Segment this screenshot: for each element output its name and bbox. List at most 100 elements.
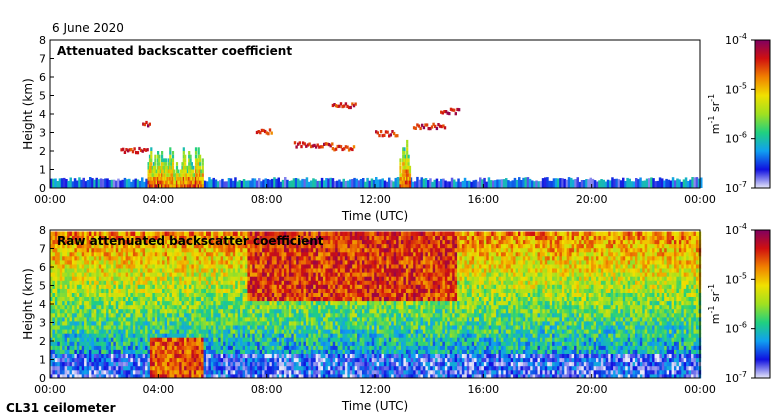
cell-column <box>197 169 200 174</box>
cell-raw <box>86 333 90 338</box>
cell-raw <box>137 243 141 249</box>
cell-raw <box>264 300 268 306</box>
cell-column <box>399 165 402 170</box>
cell-raw <box>313 296 316 302</box>
cell-raw <box>57 231 61 236</box>
cell-raw <box>50 292 53 297</box>
cell-raw <box>89 361 92 367</box>
cell-raw <box>159 231 163 236</box>
cell-raw <box>296 321 299 326</box>
cell-raw <box>259 304 263 310</box>
cell-cloud <box>429 127 432 131</box>
cell-column <box>196 173 199 177</box>
cell-raw <box>318 349 321 354</box>
cell-raw <box>62 349 65 354</box>
cell-raw <box>52 276 56 281</box>
cell-raw <box>62 369 65 375</box>
cell-raw <box>125 373 129 379</box>
cell-raw <box>271 251 275 257</box>
cell-raw <box>201 349 204 354</box>
cell-raw <box>152 276 156 281</box>
cell-bl <box>632 181 636 188</box>
cell-raw <box>179 231 182 236</box>
cell-raw <box>293 304 297 310</box>
cell-raw <box>67 308 70 314</box>
cell-raw <box>59 361 63 367</box>
cell-raw <box>179 260 182 265</box>
cell-raw <box>130 353 134 359</box>
cell-raw <box>103 345 107 350</box>
cell-raw <box>140 357 143 363</box>
cell-raw <box>157 280 160 285</box>
cell-raw <box>162 365 165 371</box>
cell-raw <box>50 243 53 249</box>
cell-raw <box>227 251 231 257</box>
cell-raw <box>57 243 61 249</box>
cell-column <box>188 176 191 181</box>
cell-column <box>399 176 402 181</box>
cell-raw <box>125 316 129 322</box>
cell-raw <box>152 292 156 297</box>
cell-cloud <box>349 147 352 151</box>
cell-raw <box>262 325 265 330</box>
cell-raw <box>213 365 217 371</box>
cell-raw <box>298 276 302 281</box>
cell-raw <box>286 333 290 338</box>
cell-raw <box>196 308 199 314</box>
cell-column <box>182 154 185 159</box>
cell-raw <box>154 369 158 375</box>
cell-raw <box>215 268 219 273</box>
cell-raw <box>76 373 80 379</box>
cell-raw <box>191 288 195 293</box>
cell-column <box>152 169 156 174</box>
cell-raw <box>257 369 260 375</box>
cell-raw <box>210 353 214 359</box>
cell-raw <box>196 260 199 265</box>
cell-raw <box>315 329 319 334</box>
cell-raw <box>145 243 148 249</box>
cell-raw <box>308 280 312 285</box>
cell-raw <box>84 308 87 314</box>
cell-raw <box>276 337 280 342</box>
cell-raw <box>210 321 214 326</box>
cell-raw <box>232 373 236 379</box>
cell-column <box>188 158 191 163</box>
cell-column <box>158 176 161 181</box>
cell-bl <box>466 180 469 188</box>
cell-raw <box>149 353 153 359</box>
cell-raw <box>249 321 253 326</box>
cell-raw <box>169 300 173 306</box>
cell-column <box>199 180 202 185</box>
cell-cloud <box>333 103 336 107</box>
cell-raw <box>206 349 209 354</box>
cell-raw <box>118 260 122 265</box>
cell-raw <box>264 357 268 363</box>
cell-raw <box>220 296 224 302</box>
cell-bl <box>50 178 53 188</box>
cell-column <box>171 180 175 185</box>
cell-raw <box>191 349 195 354</box>
cell-raw <box>293 264 297 269</box>
cell-raw <box>74 325 78 330</box>
cell-raw <box>301 231 304 236</box>
cell-raw <box>145 308 148 314</box>
cell-column <box>175 176 179 181</box>
cell-raw <box>301 357 304 363</box>
cell-raw <box>252 288 256 293</box>
cell-raw <box>110 272 114 277</box>
cell-raw <box>108 300 112 306</box>
cell-raw <box>54 239 58 245</box>
cell-raw <box>130 284 134 289</box>
cell-raw <box>152 251 156 257</box>
cell-raw <box>179 296 182 302</box>
cell-raw <box>257 264 260 269</box>
cell-raw <box>184 361 187 367</box>
cell-raw <box>249 264 253 269</box>
cell-raw <box>81 316 85 322</box>
cell-raw <box>106 276 109 281</box>
cell-column <box>154 180 157 185</box>
cell-raw <box>54 316 58 322</box>
cell-column <box>178 176 181 181</box>
cell-raw <box>305 308 309 314</box>
cell-raw <box>323 280 326 285</box>
